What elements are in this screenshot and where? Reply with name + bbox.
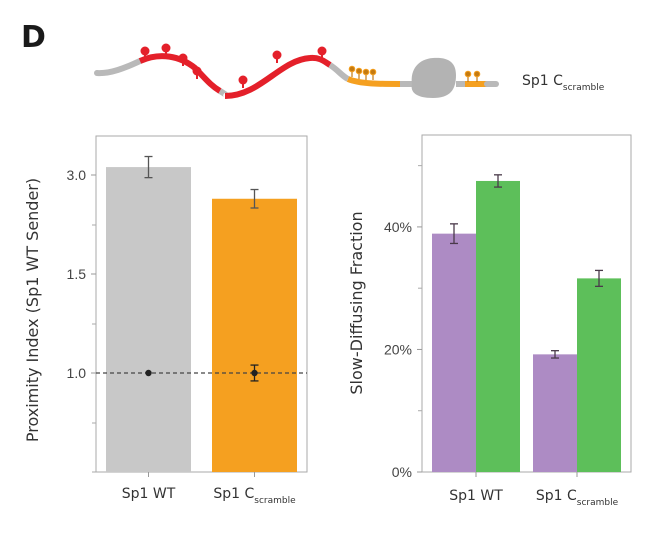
orange-marker: [355, 67, 363, 75]
orange-marker: [473, 70, 481, 78]
orange-marker: [464, 70, 472, 78]
red-marker: [140, 46, 150, 56]
y-axis-title: Proximity Index (Sp1 WT Sender): [23, 178, 42, 442]
schematic-linker-n: [94, 58, 143, 77]
orange-marker: [362, 68, 370, 76]
x-tick-label: Sp1 WT: [449, 488, 503, 504]
red-marker: [192, 66, 202, 76]
schematic-dbd-blob: [411, 57, 456, 98]
red-residue-markers: [140, 43, 327, 88]
panel-label: D: [21, 20, 46, 55]
bar: [106, 167, 191, 472]
x-tick-label: Sp1 Cscramble: [536, 488, 619, 508]
x-tick-label: Sp1 Cscramble: [213, 486, 296, 506]
y-tick-label: 20%: [384, 341, 412, 357]
y-tick-label: 40%: [384, 219, 412, 235]
bar-purple: [533, 354, 577, 472]
bar-purple: [432, 233, 476, 472]
proximity-index-chart: 1.0 1.5 3.0 Proximity Index (Sp1 WT Sender…: [23, 135, 308, 506]
red-marker: [317, 46, 327, 56]
schematic-red-domain-2: [224, 54, 332, 99]
bar-green: [577, 278, 621, 472]
schematic-label: Sp1 Cscramble: [522, 73, 605, 93]
schematic-orange-domain-1: [346, 76, 401, 87]
y-tick-label: 0%: [392, 464, 412, 480]
orange-marker: [369, 68, 377, 76]
red-marker: [178, 53, 188, 63]
plot-frame: [95, 135, 308, 473]
slow-diffusing-fraction-chart: 0% 20% 40% Slow-Diffusing Fraction Sp1 WT S…: [347, 134, 632, 508]
orange-marker: [348, 65, 356, 73]
schematic-linker-c: [328, 62, 350, 82]
y-tick-label: 1.0: [67, 365, 87, 381]
orange-residue-markers: [348, 65, 481, 82]
control-point: [145, 369, 152, 377]
red-marker: [238, 75, 248, 85]
bar-green: [476, 180, 520, 473]
x-tick-label: Sp1 WT: [122, 486, 176, 502]
control-point: [251, 369, 258, 377]
y-tick-label: 1.5: [67, 266, 87, 282]
y-tick-label: 3.0: [67, 167, 87, 183]
plot-frame: [421, 134, 632, 473]
y-axis-title: Slow-Diffusing Fraction: [347, 211, 366, 394]
red-marker: [161, 43, 171, 53]
bar: [212, 198, 297, 472]
protein-schematic: Sp1 Cscramble: [94, 43, 605, 99]
red-marker: [272, 50, 282, 60]
